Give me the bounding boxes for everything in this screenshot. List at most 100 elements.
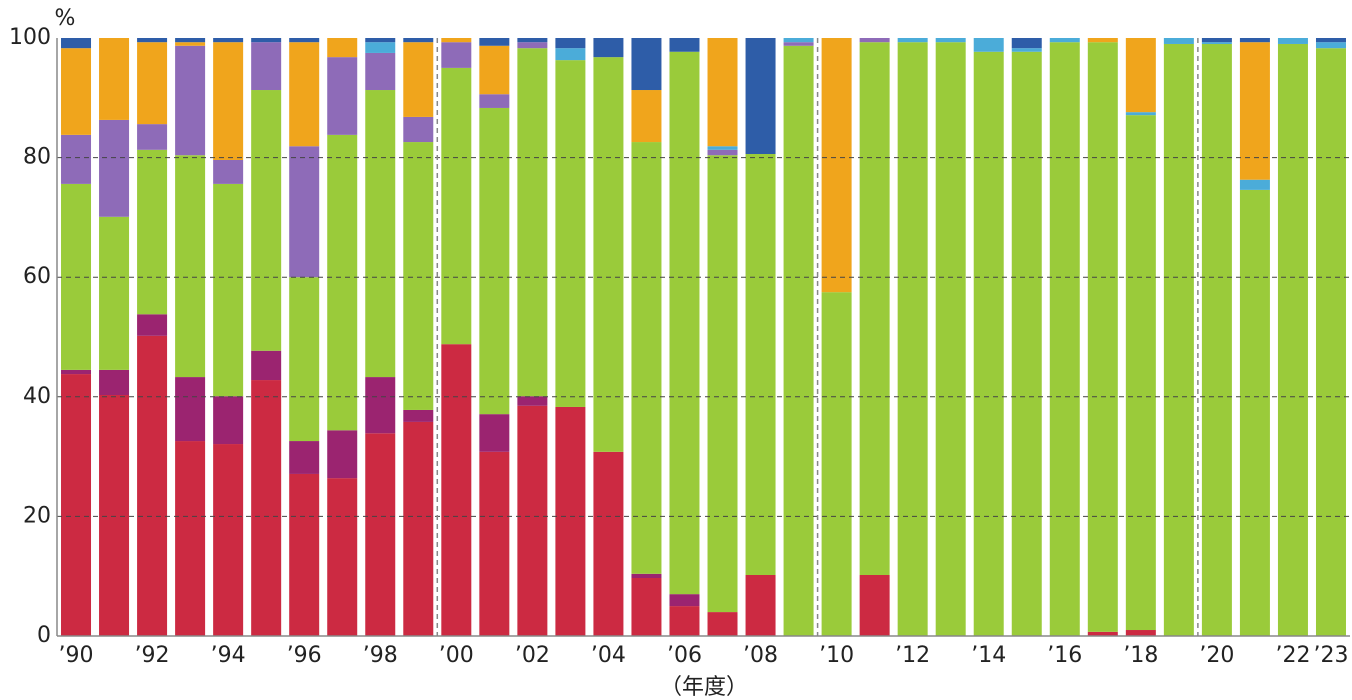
bar-segment xyxy=(669,51,700,595)
bar-segment xyxy=(1125,112,1156,116)
bar-segment xyxy=(631,577,662,636)
x-tick-label: ’23 xyxy=(1313,643,1348,668)
bar-segment xyxy=(935,42,966,637)
bar-segment xyxy=(175,45,206,156)
x-tick-label: ’92 xyxy=(135,643,170,668)
bar-segment xyxy=(707,38,738,147)
bar-segment xyxy=(1011,48,1042,52)
y-tick-label: 80 xyxy=(23,145,51,170)
bar-segment xyxy=(517,42,548,49)
bar-segment xyxy=(1087,42,1118,632)
bar-segment xyxy=(631,573,662,578)
bar-segment xyxy=(289,473,320,636)
bar-segment xyxy=(251,380,282,636)
bar-segment xyxy=(669,594,700,607)
y-unit-label: % xyxy=(55,6,76,31)
bar-segment xyxy=(821,38,852,293)
bar-segment xyxy=(1201,43,1232,637)
bar-segment xyxy=(745,38,776,155)
bar-segment xyxy=(441,344,472,636)
bar-segment xyxy=(479,414,510,452)
x-tick-label: ’20 xyxy=(1199,643,1234,668)
bar-segment xyxy=(175,38,206,43)
bar-segment xyxy=(1011,38,1042,49)
bar-segment xyxy=(479,451,510,636)
bar-segment xyxy=(973,51,1004,636)
bar-segment xyxy=(555,48,586,61)
bar-segment xyxy=(137,335,168,636)
bar-segment xyxy=(1087,631,1118,636)
x-tick-label: ’00 xyxy=(439,643,474,668)
bar-segment xyxy=(327,57,358,135)
bar-segment xyxy=(593,38,624,58)
bar-segment xyxy=(327,134,358,431)
bar-segment xyxy=(1125,115,1156,631)
x-tick-label: ’90 xyxy=(59,643,94,668)
bar-segment xyxy=(517,405,548,636)
bar-segment xyxy=(61,369,92,375)
x-tick-label: ’16 xyxy=(1047,643,1082,668)
bar-segment xyxy=(859,575,890,636)
x-tick-label: ’94 xyxy=(211,643,246,668)
bar-segment xyxy=(61,48,92,135)
bar-segment xyxy=(251,350,282,381)
bar-segment xyxy=(365,42,396,53)
bar-segment xyxy=(1125,630,1156,636)
y-tick-label: 100 xyxy=(9,25,51,50)
bar-segment xyxy=(1239,38,1270,43)
bar-segment xyxy=(631,90,662,143)
bar-segment xyxy=(213,396,244,445)
bar-segment xyxy=(517,38,548,43)
bar-segment xyxy=(289,146,320,278)
bar-segment xyxy=(1239,189,1270,636)
bar-segment xyxy=(175,155,206,378)
bar-segment xyxy=(1315,42,1346,49)
bar-segment xyxy=(213,38,244,43)
bar-segment xyxy=(1125,38,1156,113)
bar-segment xyxy=(1277,43,1308,637)
bar-segment xyxy=(1239,42,1270,180)
bar-segment xyxy=(61,374,92,636)
x-tick-label: ’08 xyxy=(743,643,778,668)
bar-segment xyxy=(707,155,738,613)
bar-segment xyxy=(745,575,776,636)
bar-segment xyxy=(99,38,130,120)
bar-segment xyxy=(593,57,624,452)
bar-segment xyxy=(1011,51,1042,636)
bar-segment xyxy=(365,38,396,43)
bar-segment xyxy=(859,42,890,576)
bar-segment xyxy=(365,52,396,91)
bar-segment xyxy=(403,142,434,410)
bar-segment xyxy=(99,119,130,217)
bar-segment xyxy=(327,478,358,636)
bar-segment xyxy=(859,38,890,43)
bar-segment xyxy=(593,451,624,636)
bar-segment xyxy=(403,42,434,117)
bar-segment xyxy=(1087,38,1118,43)
bar-segment xyxy=(1239,179,1270,190)
x-tick-label: ’96 xyxy=(287,643,322,668)
bar-segment xyxy=(1315,48,1346,636)
bar-segment xyxy=(99,216,130,370)
bar-segment xyxy=(479,107,510,415)
x-tick-label: ’10 xyxy=(819,643,854,668)
bar-segment xyxy=(175,441,206,636)
bar-segment xyxy=(213,444,244,636)
bar-segment xyxy=(327,430,358,479)
x-axis-label: （年度） xyxy=(660,675,748,700)
bar-segment xyxy=(213,42,244,160)
bar-segment xyxy=(365,90,396,378)
bar-segment xyxy=(99,369,130,396)
bar-segment xyxy=(517,396,548,406)
bar-segment xyxy=(631,38,662,91)
bar-segment xyxy=(289,38,320,43)
bar-segment xyxy=(441,38,472,43)
bar-segment xyxy=(1049,42,1080,637)
bar-segment xyxy=(1201,38,1232,43)
bar-segment xyxy=(137,38,168,43)
bar-segment xyxy=(631,142,662,574)
bar-segment xyxy=(213,159,244,184)
y-tick-label: 0 xyxy=(37,623,51,648)
